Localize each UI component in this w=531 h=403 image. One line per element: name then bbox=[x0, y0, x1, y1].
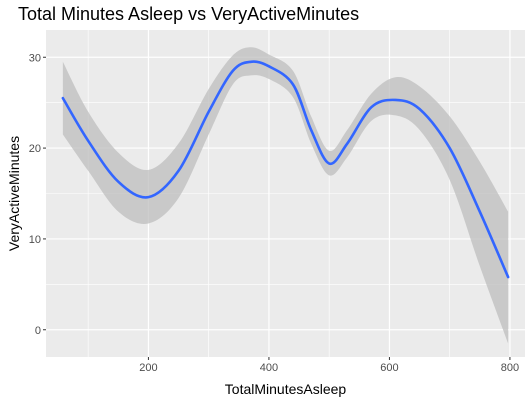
x-tick-label: 200 bbox=[139, 362, 157, 374]
x-tick-label: 800 bbox=[501, 362, 519, 374]
x-tick-label: 400 bbox=[260, 362, 278, 374]
y-tick-label: 0 bbox=[35, 325, 41, 337]
chart-title: Total Minutes Asleep vs VeryActiveMinute… bbox=[18, 4, 360, 24]
y-tick-label: 20 bbox=[29, 143, 41, 155]
y-tick-label: 30 bbox=[29, 52, 41, 64]
x-axis-ticks: 200 400 600 800 bbox=[139, 357, 519, 374]
x-tick-label: 600 bbox=[380, 362, 398, 374]
y-axis-ticks: 0 10 20 30 bbox=[29, 52, 46, 337]
y-tick-label: 10 bbox=[29, 234, 41, 246]
x-axis-title: TotalMinutesAsleep bbox=[225, 381, 347, 397]
y-axis-title: VeryActiveMinutes bbox=[6, 136, 22, 251]
smooth-line bbox=[61, 60, 510, 279]
